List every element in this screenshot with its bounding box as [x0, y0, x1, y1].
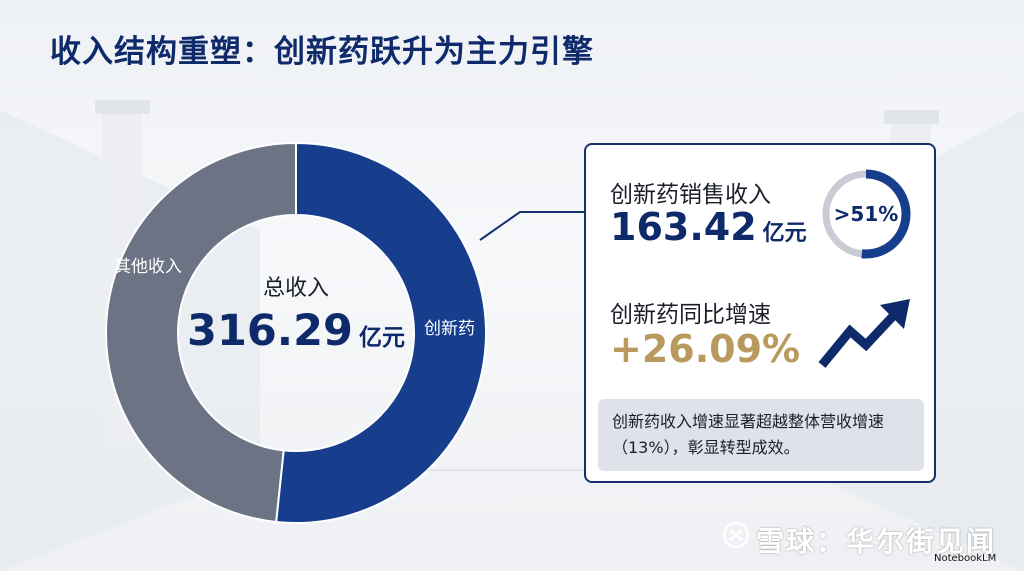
share-badge: >51%	[833, 202, 899, 226]
donut-segment-other	[105, 141, 297, 524]
growth-rate-value: +26.09%	[610, 327, 801, 371]
trend-up-arrow-icon	[818, 299, 910, 368]
sales-revenue-unit: 亿元	[762, 221, 807, 246]
total-revenue-unit: 亿元	[358, 325, 405, 351]
donut-segment-innovative	[275, 141, 487, 524]
watermark-text: 雪球：华尔街见闻	[756, 525, 997, 558]
page-title: 收入结构重塑：创新药跃升为主力引擎	[50, 34, 594, 70]
share-gauge-arc	[861, 169, 911, 259]
innovative-drug-info-panel: 创新药销售收入 163.42 亿元 >51% 创新药同比增速 +26.09% 创新…	[584, 143, 936, 483]
total-revenue-value: 316.29	[187, 306, 353, 356]
callout-connector	[479, 211, 584, 241]
sales-revenue-value: 163.42	[610, 205, 757, 249]
notebooklm-mark: NotebookLM	[934, 553, 997, 564]
conclusion-note: 创新药收入增速显著超越整体营收增速（13%），彰显转型成效。	[598, 399, 924, 471]
donut-center: 总收入 316.29 亿元	[176, 270, 416, 356]
snowball-logo-icon	[722, 521, 750, 549]
share-gauge-icon	[822, 169, 911, 259]
growth-rate-label: 创新药同比增速	[610, 302, 771, 328]
total-revenue-label: 总收入	[262, 276, 329, 301]
segment-label-other: 其他收入	[114, 257, 182, 277]
sales-revenue-label: 创新药销售收入	[610, 182, 771, 208]
segment-label-innovative: 创新药	[424, 319, 475, 339]
